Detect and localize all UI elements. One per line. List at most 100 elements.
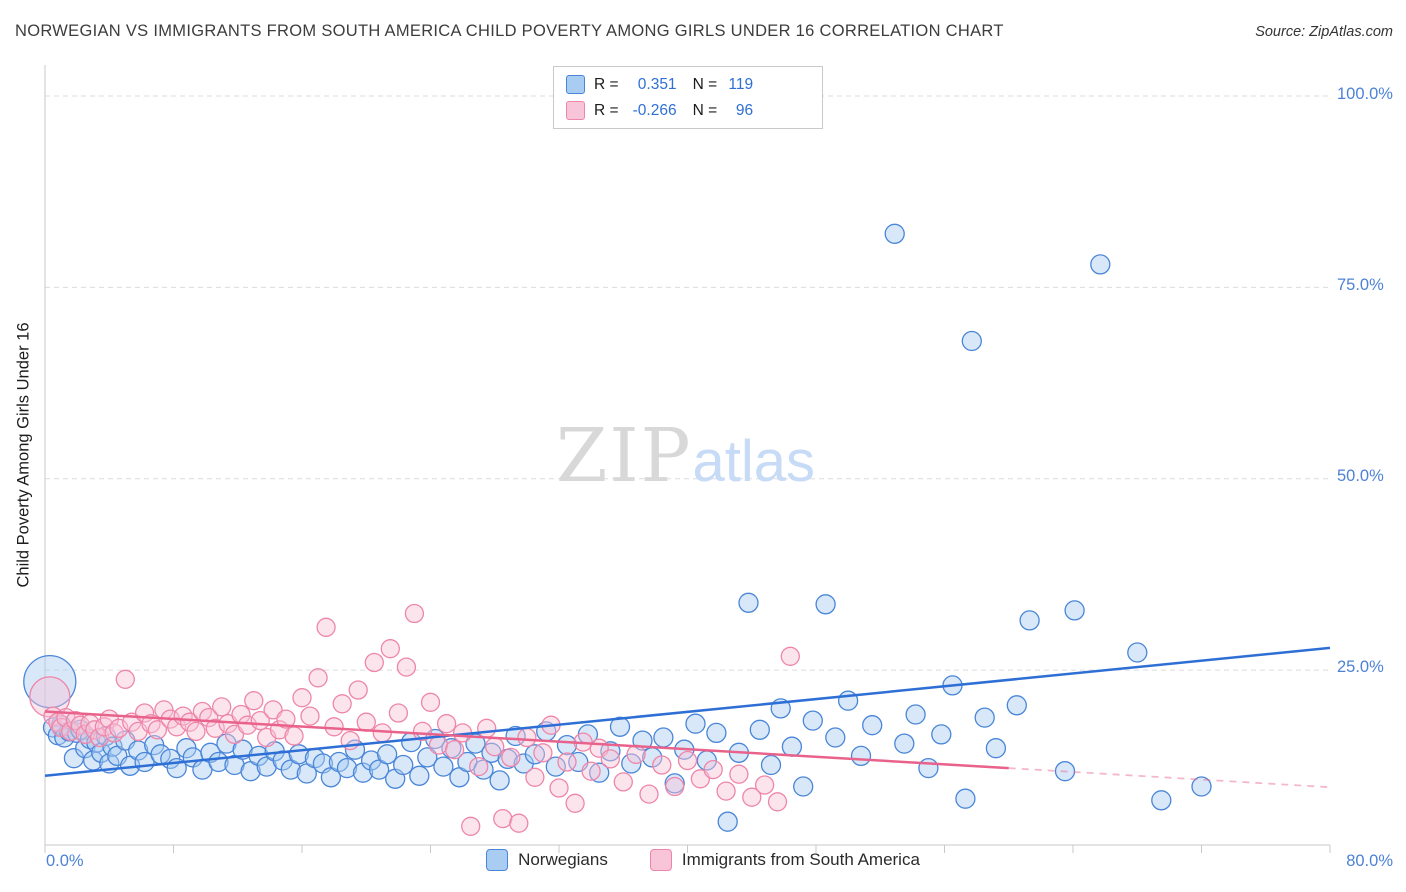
scatter-point-immigrants: [75, 724, 95, 745]
scatter-point-norwegians: [738, 592, 759, 613]
scatter-point-immigrants: [61, 721, 81, 742]
scatter-point-norwegians: [749, 719, 770, 740]
scatter-point-immigrants: [412, 721, 433, 742]
scatter-point-norwegians: [1090, 254, 1111, 275]
scatter-point-immigrants: [276, 709, 296, 729]
scatter-point-norwegians: [1064, 600, 1085, 621]
scatter-point-norwegians: [473, 759, 494, 780]
scatter-point-immigrants: [396, 657, 417, 677]
scatter-point-norwegians: [717, 811, 738, 832]
scatter-point-norwegians: [760, 754, 782, 776]
trend-line-extrapolated: [1008, 767, 1331, 789]
scatter-point-norwegians: [802, 710, 823, 731]
x-tick-0: 0.0%: [46, 852, 84, 870]
scatter-point-immigrants: [70, 715, 90, 735]
scatter-point-immigrants: [237, 715, 258, 735]
scatter-point-immigrants: [703, 759, 723, 780]
scatter-point-norwegians: [75, 738, 96, 759]
scatter-point-immigrants: [557, 752, 577, 772]
r-label: R =: [594, 75, 619, 93]
scatter-point-norwegians: [600, 741, 621, 762]
scatter-point-immigrants: [284, 726, 304, 746]
scatter-point-norwegians: [409, 765, 430, 786]
scatter-point-immigrants: [388, 703, 409, 723]
scatter-point-immigrants: [600, 749, 621, 769]
scatter-point-immigrants: [324, 717, 344, 737]
immigrants-legend-label: Immigrants from South America: [681, 850, 920, 869]
scatter-point-immigrants: [244, 691, 264, 711]
scatter-point-norwegians: [825, 727, 846, 748]
scatter-point-immigrants: [461, 816, 481, 836]
scatter-point-immigrants: [549, 778, 569, 798]
scatter-point-immigrants: [533, 743, 553, 763]
immigrants-swatch: [566, 101, 585, 120]
scatter-point-immigrants: [332, 694, 352, 714]
scatter-point-norwegians: [1191, 776, 1212, 797]
scatter-point-norwegians: [393, 754, 414, 776]
scatter-point-norwegians: [433, 756, 454, 777]
correlation-row-norwegians: R = 0.351 N = 119: [566, 75, 810, 94]
scatter-point-immigrants: [29, 676, 71, 718]
scatter-point-norwegians: [781, 736, 803, 757]
scatter-point-immigrants: [742, 787, 762, 807]
r-value-norwegians: 0.351: [637, 75, 677, 93]
n-value-immigrants: 96: [735, 101, 754, 119]
scatter-point-norwegians: [524, 744, 546, 765]
scatter-point-immigrants: [308, 668, 328, 688]
scatter-point-immigrants: [613, 772, 633, 792]
scatter-point-immigrants: [665, 776, 685, 797]
scatter-point-norwegians: [905, 704, 926, 725]
scatter-point-immigrants: [428, 735, 449, 755]
norwegians-legend-swatch: [486, 849, 509, 871]
scatter-point-norwegians: [850, 745, 872, 767]
scatter-point-immigrants: [292, 688, 312, 708]
scatter-point-immigrants: [444, 740, 465, 760]
scatter-point-norwegians: [955, 788, 976, 809]
scatter-point-immigrants: [517, 727, 537, 748]
scatter-point-norwegians: [1127, 642, 1148, 663]
scatter-point-immigrants: [754, 775, 775, 795]
scatter-point-immigrants: [436, 714, 457, 734]
legend-item-norwegians: Norwegians: [486, 849, 608, 871]
scatter-point-immigrants: [420, 692, 441, 712]
scatter-point-immigrants: [205, 718, 225, 738]
r-value-immigrants: -0.266: [632, 101, 677, 119]
scatter-point-immigrants: [115, 669, 135, 689]
r-label: R =: [594, 101, 619, 119]
scatter-point-norwegians: [961, 330, 982, 352]
scatter-point-norwegians: [589, 762, 610, 783]
scatter-point-norwegians: [974, 707, 995, 728]
scatter-point-norwegians: [985, 738, 1007, 759]
scatter-point-norwegians: [685, 713, 706, 734]
scatter-point-norwegians: [884, 223, 905, 244]
scatter-point-immigrants: [316, 617, 336, 637]
scatter-point-norwegians: [336, 757, 358, 779]
y-tick-75: 75.0%: [1337, 276, 1384, 294]
norwegians-legend-label: Norwegians: [518, 850, 608, 869]
scatter-point-norwegians: [1151, 790, 1172, 811]
y-tick-100: 100.0%: [1337, 85, 1393, 103]
legend-item-immigrants: Immigrants from South America: [649, 849, 920, 871]
scatter-point-immigrants: [639, 784, 659, 804]
scatter-point-immigrants: [147, 720, 168, 740]
scatter-point-norwegians: [931, 724, 952, 745]
scatter-point-norwegians: [1054, 761, 1076, 782]
scatter-point-immigrants: [380, 639, 400, 659]
watermark: ZIP atlas: [556, 413, 815, 499]
scatter-point-immigrants: [356, 712, 376, 732]
scatter-point-immigrants: [212, 697, 232, 717]
source-attribution: Source: ZipAtlas.com: [1255, 24, 1393, 40]
scatter-point-immigrants: [716, 781, 736, 801]
x-tick-80: 80.0%: [1346, 852, 1393, 870]
scatter-point-norwegians: [862, 715, 883, 736]
trend-line: [44, 646, 1331, 778]
n-label: N =: [692, 75, 718, 93]
scatter-point-immigrants: [509, 813, 529, 833]
immigrants-legend-swatch: [649, 849, 672, 871]
scatter-point-immigrants: [677, 750, 698, 771]
scatter-point-norwegians: [793, 776, 814, 797]
norwegians-swatch: [566, 75, 585, 94]
watermark-zip: ZIP: [556, 413, 693, 499]
